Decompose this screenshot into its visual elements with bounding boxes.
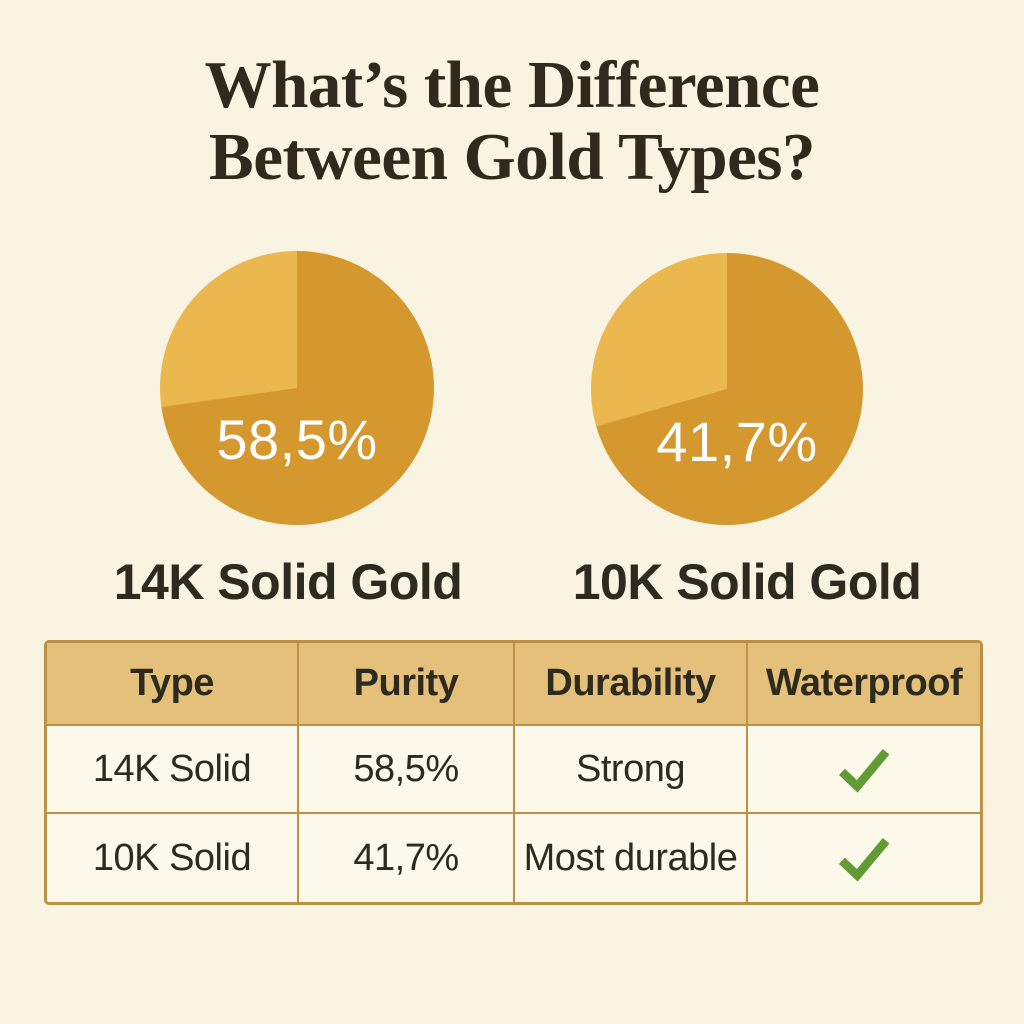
- cell-type: 10K Solid: [47, 814, 299, 902]
- cell-purity: 41,7%: [299, 814, 515, 902]
- title-line-1: What’s the Difference: [204, 48, 820, 122]
- title-line-2: Between Gold Types?: [209, 119, 815, 194]
- cell-durability: Most durable: [515, 814, 748, 902]
- cell-type: 14K Solid: [47, 726, 299, 814]
- cell-purity: 58,5%: [299, 726, 515, 814]
- page-title: What’s the Difference Between Gold Types…: [0, 48, 1024, 194]
- pie-value-label-14k: 58,5%: [216, 408, 378, 471]
- column-header-type: Type: [47, 643, 299, 726]
- column-header-waterproof: Waterproof: [748, 643, 980, 726]
- pie-caption-10k: 10K Solid Gold: [572, 554, 922, 610]
- pie-caption-14k: 14K Solid Gold: [113, 554, 463, 610]
- cell-waterproof: [748, 726, 980, 814]
- cell-durability: Strong: [515, 726, 748, 814]
- comparison-table: Type Purity Durability Waterproof 14K So…: [44, 640, 983, 905]
- column-header-purity: Purity: [299, 643, 515, 726]
- checkmark-icon: [838, 837, 890, 882]
- checkmark-icon: [838, 748, 890, 793]
- pie-chart-10k-gold: 41,7%: [591, 253, 863, 525]
- column-header-durability: Durability: [515, 643, 748, 726]
- pie-chart-14k-gold: 58,5%: [160, 251, 434, 525]
- pie-value-label-10k: 41,7%: [656, 410, 818, 473]
- cell-waterproof: [748, 814, 980, 902]
